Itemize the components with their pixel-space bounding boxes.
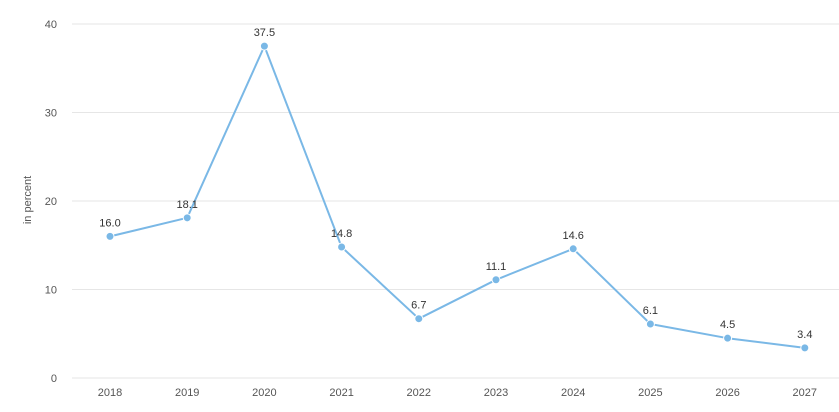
data-point[interactable] [723, 333, 733, 343]
x-tick-label: 2018 [98, 387, 122, 399]
data-label: 4.5 [720, 319, 735, 331]
data-point[interactable] [337, 242, 347, 252]
x-tick-label: 2026 [715, 387, 739, 399]
x-tick-label: 2019 [175, 387, 199, 399]
x-axis-ticks: 2018 2019 2020 2021 2022 2023 2024 2025 2026 2027 [98, 387, 817, 399]
y-axis-ticks: 0 10 20 30 40 [45, 19, 57, 385]
data-label: 14.8 [331, 228, 352, 240]
y-tick-label: 20 [45, 196, 57, 208]
data-label: 37.5 [254, 27, 275, 39]
series-group [105, 41, 810, 353]
data-point[interactable] [105, 231, 115, 241]
data-label: 14.6 [562, 230, 583, 242]
x-tick-label: 2022 [407, 387, 431, 399]
data-label: 11.1 [486, 261, 507, 273]
data-labels: 16.0 18.1 37.5 14.8 6.7 11.1 14.6 6.1 4.5 3.4 [99, 27, 812, 341]
y-tick-label: 30 [45, 108, 57, 120]
y-tick-label: 10 [45, 285, 57, 297]
data-point[interactable] [568, 244, 578, 254]
data-point[interactable] [182, 213, 192, 223]
data-point[interactable] [259, 41, 269, 51]
data-point[interactable] [645, 319, 655, 329]
x-tick-label: 2024 [561, 387, 585, 399]
data-label: 6.7 [411, 300, 426, 312]
data-label: 16.0 [99, 217, 120, 229]
y-tick-label: 0 [51, 373, 57, 385]
data-label: 6.1 [643, 305, 658, 317]
data-label: 18.1 [176, 199, 197, 211]
x-tick-label: 2023 [484, 387, 508, 399]
data-point[interactable] [414, 314, 424, 324]
series-line [109, 45, 805, 349]
data-point[interactable] [491, 275, 501, 285]
x-tick-label: 2025 [638, 387, 662, 399]
grid-lines [72, 23, 839, 379]
x-tick-label: 2021 [329, 387, 353, 399]
y-tick-label: 40 [45, 19, 57, 31]
data-point[interactable] [800, 343, 810, 353]
data-label: 3.4 [797, 329, 812, 341]
x-tick-label: 2020 [252, 387, 276, 399]
y-axis-title: in percent [22, 176, 34, 224]
x-tick-label: 2027 [793, 387, 817, 399]
